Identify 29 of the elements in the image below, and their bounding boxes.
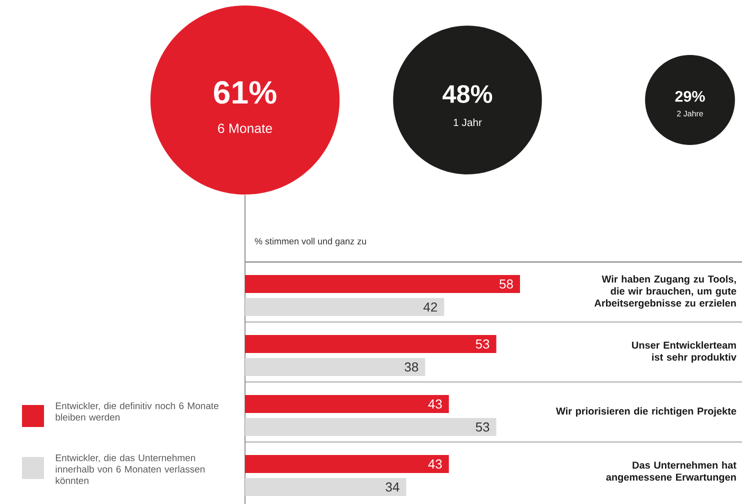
legend-label: Entwickler, die definitiv noch 6 Monate bleiben werden	[56, 402, 218, 421]
bar	[245, 358, 426, 376]
legend-label: Entwickler, die das Unternehmen innerhalb von 6 Monaten verlassen könnten	[56, 454, 205, 484]
bar	[245, 298, 444, 316]
data-label: 43	[428, 399, 442, 409]
bar	[245, 395, 449, 413]
data-label: 58	[500, 279, 513, 289]
y-tick-label: Unser Entwicklerteam ist sehr produktiv	[632, 341, 736, 363]
y-tick-label: Wir haben Zugang zu Tools, die wir brauchen, um gute Arbeitsergebnisse zu erzielen	[594, 275, 736, 309]
category-label: 1 Jahr	[454, 118, 482, 126]
data-label: 48%	[442, 85, 492, 103]
data-label: 53	[476, 339, 490, 349]
bar	[245, 418, 496, 436]
bar	[245, 274, 520, 293]
data-label: 34	[386, 482, 400, 492]
y-tick-label: Das Unternehmen hat angemessene Erwartungen	[606, 461, 736, 483]
chart-title: % stimmen voll und ganz zu	[254, 238, 366, 246]
data-label: 53	[476, 422, 490, 432]
bar	[245, 455, 449, 473]
bar	[245, 478, 406, 496]
data-label: 43	[428, 459, 442, 469]
data-label: 29%	[675, 90, 705, 102]
category-label: 2 Jahre	[677, 110, 703, 116]
y-tick-label: Wir priorisieren die richtigen Projekte	[556, 407, 736, 417]
data-label: 42	[423, 302, 437, 312]
data-label: 61%	[214, 81, 276, 104]
bar	[245, 335, 496, 353]
category-label: 6 Monate	[218, 124, 272, 134]
data-label: 38	[404, 362, 418, 372]
